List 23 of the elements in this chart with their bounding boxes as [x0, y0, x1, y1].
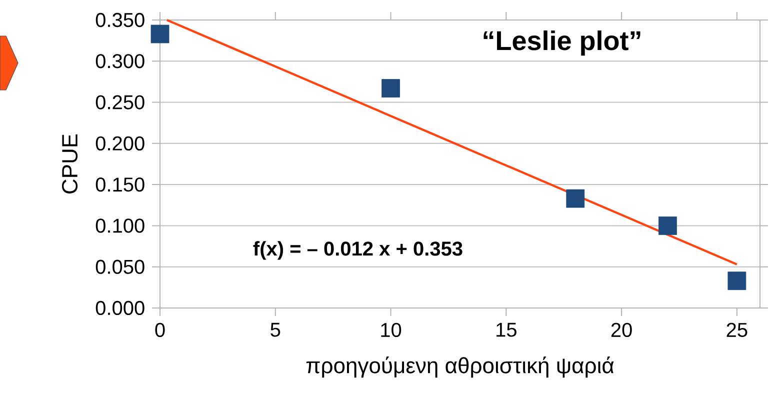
y-tick-label: 0.000 — [96, 300, 144, 316]
x-axis-title: προηγούμενη αθροιστική ψαριά — [306, 356, 614, 378]
y-tick-label: 0.150 — [96, 177, 144, 192]
x-tick-label: 15 — [496, 322, 516, 337]
y-tick-label: 0.300 — [96, 54, 144, 68]
point — [658, 216, 677, 235]
x-tick-label: 0 — [155, 322, 165, 338]
y-axis-title: CPUE — [62, 134, 78, 194]
x-tick-label: 25 — [726, 322, 748, 338]
x-tick-label: 10 — [381, 322, 402, 338]
y-tick-label: 0.050 — [96, 260, 144, 274]
point — [728, 272, 746, 290]
x-tick-label: 20 — [611, 322, 632, 338]
y-tick-label: 0.250 — [96, 95, 144, 110]
point — [566, 189, 585, 208]
annotation: f(x) = – 0.012 x + 0.353 — [253, 241, 462, 260]
point — [382, 79, 400, 98]
point — [150, 24, 170, 44]
chart-title: “Leslie plot” — [484, 30, 640, 56]
y-tick-label: 0.100 — [96, 218, 144, 233]
x-tick-label: 5 — [270, 322, 280, 337]
y-tick-label: 0.350 — [96, 12, 144, 28]
y-tick-label: 0.200 — [96, 136, 144, 150]
